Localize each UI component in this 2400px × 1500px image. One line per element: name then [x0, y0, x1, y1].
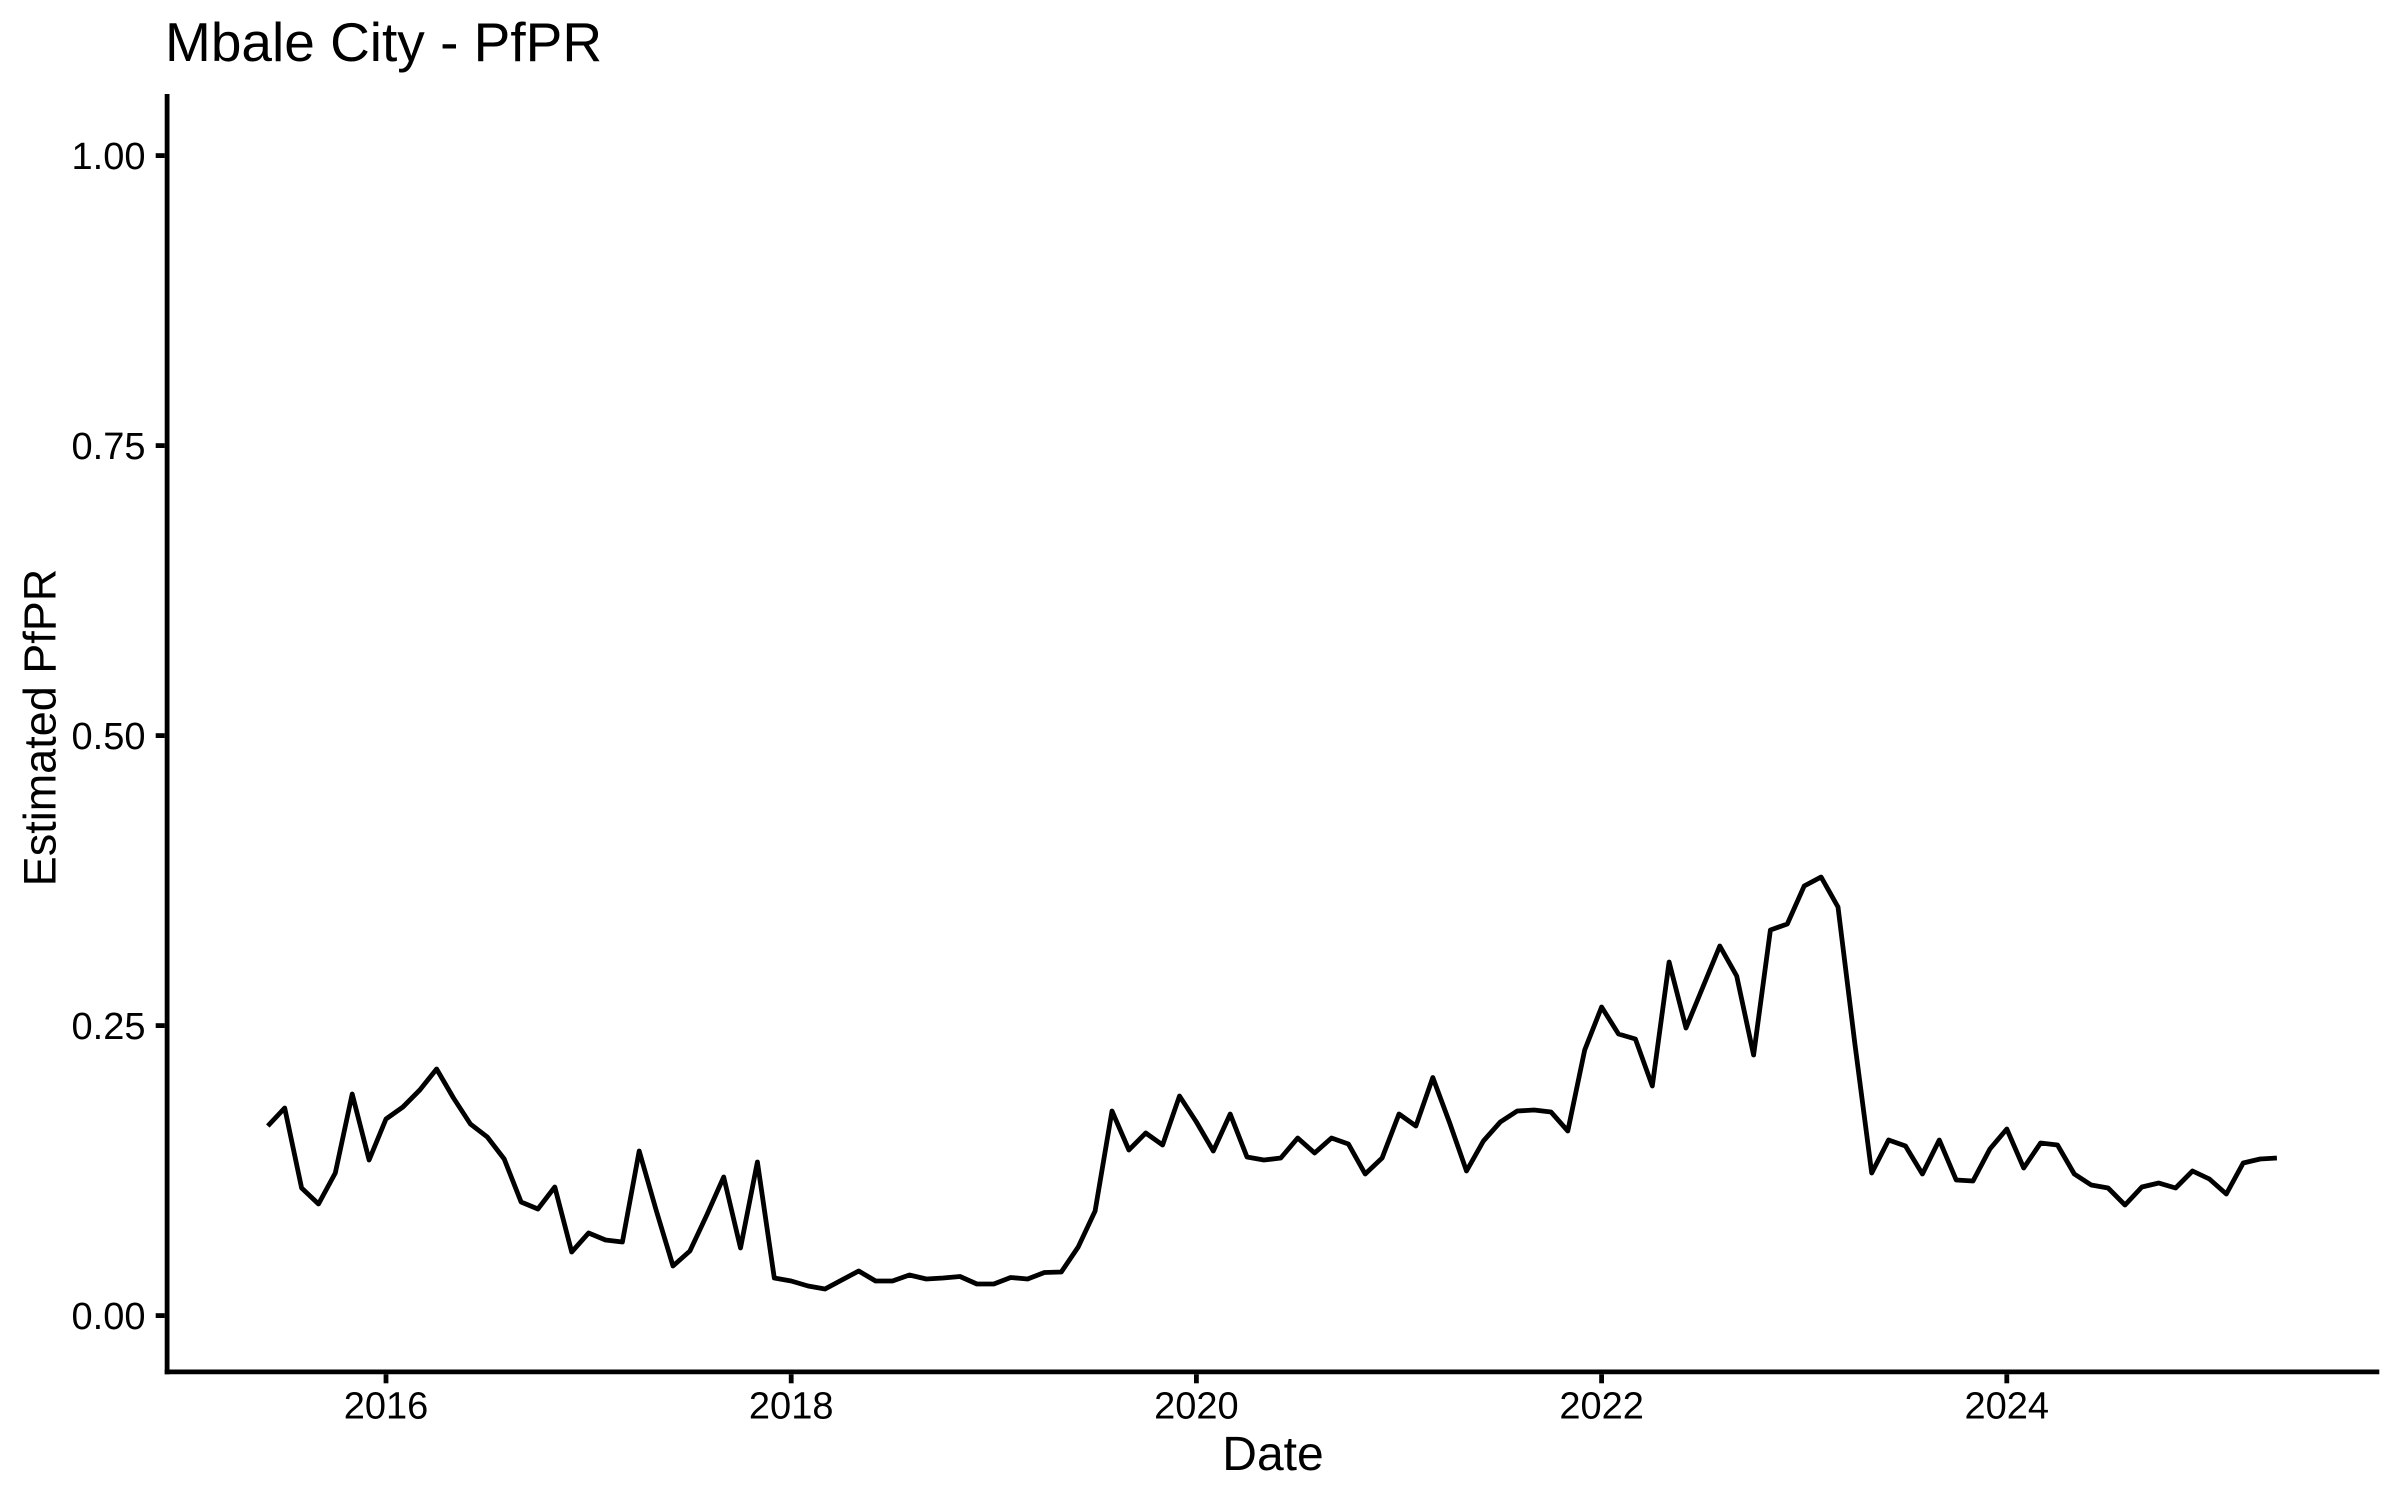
- svg-text:0.50: 0.50: [72, 716, 146, 758]
- svg-text:1.00: 1.00: [72, 136, 146, 178]
- svg-text:Estimated PfPR: Estimated PfPR: [15, 569, 66, 887]
- svg-text:0.75: 0.75: [72, 426, 146, 468]
- svg-text:0.00: 0.00: [72, 1296, 146, 1338]
- svg-text:2020: 2020: [1154, 1386, 1239, 1428]
- svg-text:Mbale City - PfPR: Mbale City - PfPR: [165, 11, 602, 73]
- svg-text:0.25: 0.25: [72, 1006, 146, 1048]
- svg-text:2016: 2016: [344, 1386, 429, 1428]
- svg-text:2018: 2018: [749, 1386, 834, 1428]
- svg-text:Date: Date: [1222, 1428, 1323, 1481]
- svg-text:2022: 2022: [1559, 1386, 1644, 1428]
- svg-text:2024: 2024: [1965, 1386, 2050, 1428]
